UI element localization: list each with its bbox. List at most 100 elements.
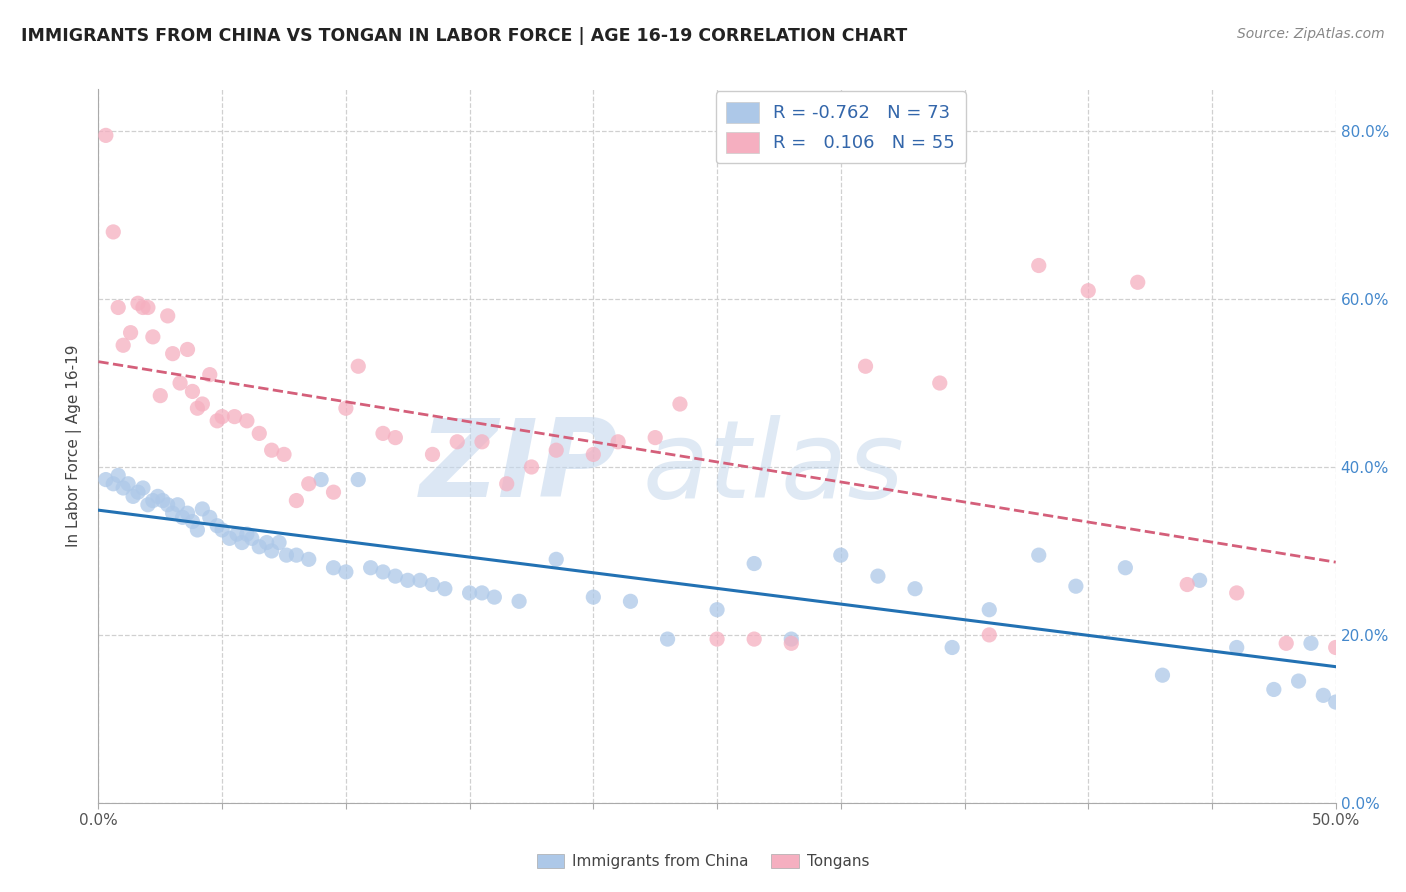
Point [240, 532, 263, 546]
Point [1312, 689, 1334, 703]
Point [1028, 548, 1050, 562]
Point [1226, 640, 1249, 655]
Point [247, 426, 270, 441]
Point [152, 493, 174, 508]
Point [979, 603, 1001, 617]
Text: IMMIGRANTS FROM CHINA VS TONGAN IN LABOR FORCE | AGE 16-19 CORRELATION CHART: IMMIGRANTS FROM CHINA VS TONGAN IN LABOR… [21, 27, 907, 45]
Point [644, 431, 666, 445]
Point [176, 506, 198, 520]
Point [166, 498, 188, 512]
Point [830, 548, 852, 562]
Point [1324, 640, 1347, 655]
Point [520, 460, 543, 475]
Point [866, 569, 889, 583]
Point [142, 493, 165, 508]
Point [298, 476, 321, 491]
Point [122, 489, 145, 503]
Point [742, 632, 765, 646]
Point [495, 476, 517, 491]
Point [127, 485, 149, 500]
Point [273, 447, 295, 461]
Point [446, 434, 468, 449]
Point [546, 552, 568, 566]
Point [508, 594, 530, 608]
Point [120, 326, 142, 340]
Point [371, 426, 394, 441]
Point [107, 301, 129, 315]
Point [979, 628, 1001, 642]
Point [94, 128, 117, 143]
Legend: Immigrants from China, Tongans: Immigrants from China, Tongans [531, 848, 875, 875]
Point [1064, 579, 1087, 593]
Text: Source: ZipAtlas.com: Source: ZipAtlas.com [1237, 27, 1385, 41]
Point [260, 443, 283, 458]
Text: ZIP: ZIP [420, 415, 619, 520]
Point [619, 594, 641, 608]
Point [205, 518, 228, 533]
Point [347, 359, 370, 374]
Point [236, 414, 259, 428]
Y-axis label: In Labor Force | Age 16-19: In Labor Force | Age 16-19 [66, 344, 83, 548]
Point [607, 434, 630, 449]
Legend: R = -0.762   N = 73, R =   0.106   N = 55: R = -0.762 N = 73, R = 0.106 N = 55 [716, 91, 966, 163]
Point [1077, 284, 1099, 298]
Point [322, 485, 344, 500]
Point [322, 560, 344, 574]
Point [1299, 636, 1322, 650]
Point [260, 544, 283, 558]
Point [276, 548, 298, 562]
Point [117, 476, 139, 491]
Point [1028, 259, 1050, 273]
Point [1114, 560, 1136, 574]
Point [186, 523, 208, 537]
Point [256, 535, 278, 549]
Point [396, 574, 419, 588]
Point [205, 414, 228, 428]
Point [384, 569, 406, 583]
Point [706, 632, 728, 646]
Point [458, 586, 481, 600]
Point [136, 301, 159, 315]
Point [198, 368, 221, 382]
Point [285, 493, 308, 508]
Point [181, 515, 204, 529]
Point [181, 384, 204, 399]
Point [582, 590, 605, 604]
Point [347, 473, 370, 487]
Point [218, 532, 240, 546]
Point [384, 431, 406, 445]
Point [409, 574, 432, 588]
Point [1275, 636, 1298, 650]
Point [191, 502, 214, 516]
Point [172, 510, 194, 524]
Point [742, 557, 765, 571]
Point [162, 346, 184, 360]
Point [657, 632, 679, 646]
Point [267, 535, 290, 549]
Point [1288, 674, 1310, 689]
Point [169, 376, 191, 390]
Point [156, 498, 179, 512]
Point [136, 498, 159, 512]
Point [156, 309, 179, 323]
Point [471, 586, 494, 600]
Point [335, 565, 357, 579]
Point [176, 343, 198, 357]
Point [360, 560, 382, 574]
Point [780, 636, 803, 650]
Point [132, 481, 155, 495]
Point [186, 401, 208, 416]
Point [211, 523, 233, 537]
Point [941, 640, 963, 655]
Point [1126, 275, 1149, 289]
Point [471, 434, 494, 449]
Point [1175, 577, 1198, 591]
Point [855, 359, 877, 374]
Point [149, 389, 172, 403]
Point [928, 376, 950, 390]
Point [422, 447, 444, 461]
Point [546, 443, 568, 458]
Point [484, 590, 506, 604]
Point [112, 338, 135, 352]
Point [231, 535, 253, 549]
